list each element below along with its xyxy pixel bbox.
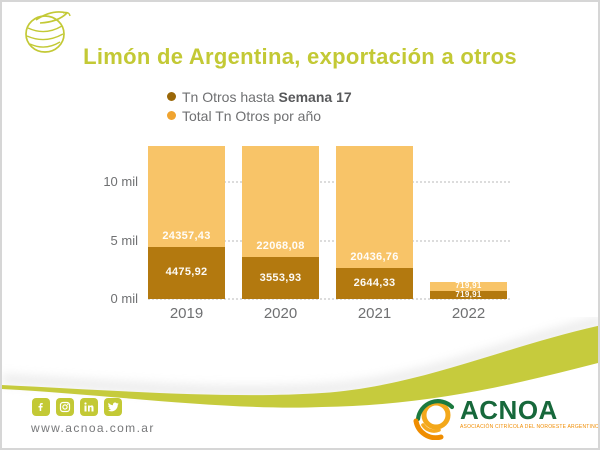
page-title: Limón de Argentina, exportación a otros — [83, 44, 517, 69]
value-label-hasta-2019: 4475,92 — [165, 266, 208, 279]
legend-label-hasta: Tn Otros hasta Semana 17 — [182, 88, 352, 105]
website-url[interactable]: www.acnoa.com.ar — [31, 421, 155, 435]
x-axis-label-2022: 2022 — [451, 305, 486, 322]
acnoa-citrus-icon — [413, 399, 455, 440]
legend-dot-total-icon — [167, 111, 176, 120]
legend-dot-hasta-icon — [167, 92, 176, 101]
legend-item-hasta-semana: Tn Otros hasta Semana 17 — [167, 87, 352, 106]
value-label-hasta-2021: 2644,33 — [353, 276, 396, 289]
linkedin-icon[interactable] — [80, 398, 98, 416]
gridline-0-mil — [148, 298, 510, 300]
facebook-icon[interactable] — [32, 398, 50, 416]
value-label-total-2021: 20436,76 — [350, 251, 399, 264]
y-axis-tick-label: 0 mil — [110, 291, 138, 306]
value-label-hasta-2022: 719,91 — [455, 289, 482, 299]
value-label-total-2020: 22068,08 — [256, 240, 305, 253]
twitter-icon[interactable] — [104, 398, 122, 416]
x-axis-label-2021: 2021 — [357, 305, 392, 322]
legend-label-total: Total Tn Otros por año — [182, 107, 322, 124]
gridline-10-mil — [148, 181, 510, 183]
y-axis-tick-label: 5 mil — [110, 232, 138, 248]
bar-hasta-2021 — [336, 268, 413, 299]
brand-name: ACNOA — [460, 395, 558, 425]
bar-total-2021 — [336, 146, 413, 269]
gridline-5-mil — [148, 239, 510, 242]
instagram-icon[interactable] — [56, 398, 74, 416]
bar-hasta-2019 — [148, 246, 225, 299]
bar-hasta-2020 — [242, 257, 319, 299]
acnoa-logo: ACNOA ASOCIACIÓN CITRÍCOLA DEL NOROESTE … — [410, 395, 599, 440]
globe-logo-icon — [25, 11, 71, 53]
social-links — [32, 398, 122, 416]
chart-legend: Tn Otros hasta Semana 17 Total Tn Otros … — [167, 87, 352, 125]
bar-total-2022 — [430, 282, 507, 291]
y-axis-tick-label: 10 mil — [103, 174, 138, 189]
bar-hasta-2022 — [430, 290, 507, 299]
value-label-total-2022: 719,91 — [455, 281, 482, 291]
value-label-total-2019: 24357,43 — [162, 229, 211, 242]
x-axis-label-2019: 2019 — [169, 305, 204, 322]
value-label-hasta-2020: 3553,93 — [259, 271, 302, 284]
legend-item-total: Total Tn Otros por año — [167, 106, 352, 125]
bar-total-2020 — [242, 146, 319, 258]
x-axis-label-2020: 2020 — [263, 305, 298, 322]
bar-total-2019 — [148, 146, 225, 247]
brand-tagline: ASOCIACIÓN CITRÍCOLA DEL NOROESTE ARGENT… — [460, 424, 599, 430]
